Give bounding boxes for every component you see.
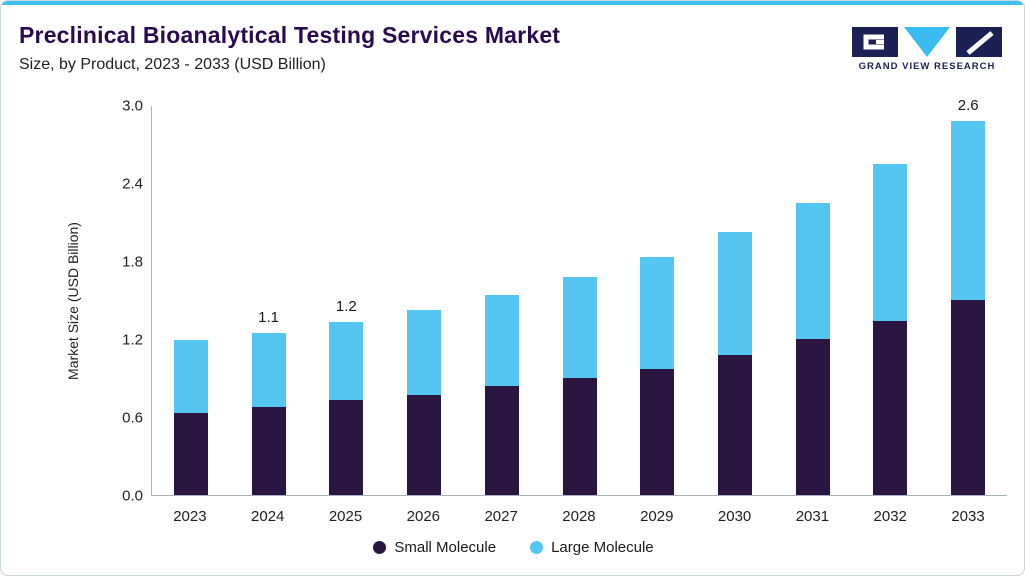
- brand-logo-icon: [852, 27, 1002, 57]
- stacked-bar-2033: [951, 120, 986, 495]
- bar-segment-large-molecule-2023: [173, 340, 208, 414]
- bar-segment-large-molecule-2025: [329, 322, 364, 401]
- legend-label-large-molecule: Large Molecule: [551, 539, 654, 556]
- stacked-bar-2032: [873, 163, 908, 495]
- bar-group-2026: [385, 106, 463, 495]
- stacked-bar-2023: [173, 340, 208, 495]
- bar-segment-large-molecule-2026: [407, 310, 442, 395]
- stacked-bar-2029: [640, 257, 675, 495]
- y-tick-label-1.2: 1.2: [122, 331, 143, 349]
- bar-group-2032: [852, 106, 930, 495]
- x-axis-label-2024: 2024: [251, 508, 285, 525]
- x-axis-labels: 2023 2024 2025 2026 2027 2028 2029 2030 2031 2032…: [151, 508, 1007, 525]
- bar-segment-small-molecule-2026: [407, 394, 442, 495]
- x-axis-label-2028: 2028: [562, 508, 596, 525]
- stacked-bar-2028: [562, 276, 597, 495]
- legend-label-small-molecule: Small Molecule: [394, 539, 497, 556]
- x-axis-label-2023: 2023: [173, 508, 207, 525]
- header: Preclinical Bioanalytical Testing Servic…: [19, 22, 560, 74]
- y-tick-label-1.8: 1.8: [122, 253, 143, 271]
- legend-item-large-molecule: Large Molecule: [530, 539, 654, 556]
- bar-value-label-2033: 2.6: [957, 96, 979, 114]
- bar-segment-large-molecule-2024: [251, 332, 286, 407]
- bar-value-label-2024: 1.1: [258, 308, 280, 326]
- bar-value-label-2025: 1.2: [335, 298, 357, 316]
- top-accent-bar: [1, 1, 1024, 5]
- stacked-bar-2025: [329, 322, 364, 495]
- x-axis-label-2029: 2029: [640, 508, 674, 525]
- x-axis-label-2031: 2031: [795, 508, 830, 525]
- bar-group-2030: [696, 106, 774, 495]
- y-tick-label-3.0: 3.0: [122, 97, 143, 115]
- x-axis-label-2026: 2026: [406, 508, 441, 525]
- bar-group-2023: [152, 106, 230, 495]
- bar-segment-large-molecule-2031: [795, 202, 830, 339]
- bar-segment-large-molecule-2032: [873, 163, 908, 321]
- x-axis-label-2033: 2033: [951, 508, 985, 525]
- legend-dot-large-molecule: [530, 541, 544, 554]
- bar-group-2027: [463, 106, 541, 495]
- bar-segment-small-molecule-2029: [640, 368, 675, 495]
- bar-segment-small-molecule-2030: [718, 354, 752, 495]
- legend-item-small-molecule: Small Molecule: [373, 539, 496, 556]
- bar-group-2033: 2.6: [929, 97, 1007, 495]
- stacked-bar-2024: [251, 332, 286, 495]
- stacked-bar-chart: Market Size (USD Billion) 0.0 0.6 1.2 1.8 2.…: [1, 96, 1024, 566]
- chart-title: Preclinical Bioanalytical Testing Servic…: [19, 22, 561, 48]
- bar-segment-large-molecule-2030: [718, 232, 752, 355]
- x-axis-label-2027: 2027: [484, 508, 518, 525]
- brand-logo-text: GRAND VIEW RESEARCH: [858, 61, 996, 72]
- brand-logo: GRAND VIEW RESEARCH: [852, 27, 1002, 72]
- bar-segment-small-molecule-2031: [795, 339, 830, 495]
- y-axis-ticks: 0.0 0.6 1.2 1.8 2.4 3.0: [97, 98, 143, 505]
- legend-dot-small-molecule: [373, 541, 387, 554]
- bar-segment-small-molecule-2028: [562, 378, 597, 495]
- bar-segment-large-molecule-2029: [640, 257, 675, 369]
- plot-area: 1.1 1.2 2.6: [151, 97, 1007, 496]
- bar-segment-small-molecule-2033: [951, 300, 986, 495]
- bar-segment-small-molecule-2027: [484, 385, 519, 495]
- y-tick-label-0.6: 0.6: [122, 409, 143, 427]
- bar-segment-small-molecule-2025: [329, 400, 364, 495]
- legend: Small Molecule Large Molecule: [1, 539, 1024, 556]
- stacked-bar-2031: [795, 202, 830, 495]
- y-tick-label-2.4: 2.4: [122, 175, 143, 193]
- bar-segment-small-molecule-2032: [873, 320, 908, 495]
- bar-segment-large-molecule-2027: [484, 294, 519, 386]
- bar-group-2025: 1.2: [307, 106, 385, 495]
- bar-group-2031: [774, 106, 852, 495]
- x-axis-label-2032: 2032: [873, 508, 907, 525]
- bar-segment-small-molecule-2023: [173, 413, 208, 495]
- bar-group-2024: 1.1: [230, 106, 308, 495]
- stacked-bar-2026: [407, 310, 442, 495]
- chart-subtitle: Size, by Product, 2023 - 2033 (USD Billi…: [19, 56, 326, 73]
- stacked-bar-2027: [484, 294, 519, 495]
- bar-segment-large-molecule-2028: [562, 276, 597, 378]
- y-axis-title: Market Size (USD Billion): [65, 222, 81, 380]
- bar-segment-large-molecule-2033: [951, 120, 986, 300]
- stacked-bar-2030: [718, 232, 752, 495]
- bar-segment-small-molecule-2024: [251, 406, 286, 495]
- bar-group-2028: [541, 106, 619, 495]
- bar-group-2029: [618, 106, 696, 495]
- y-tick-label-0.0: 0.0: [122, 487, 143, 505]
- x-axis-label-2025: 2025: [328, 508, 363, 525]
- x-axis-label-2030: 2030: [717, 508, 752, 525]
